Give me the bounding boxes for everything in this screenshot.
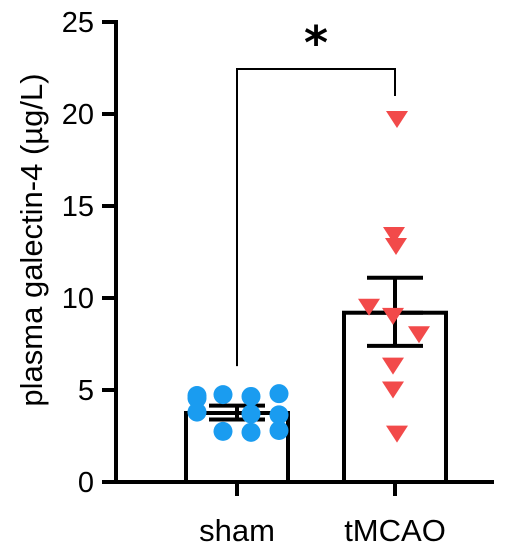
data-point-sham (187, 388, 207, 408)
data-point-tMCAO (408, 326, 430, 344)
annotations: * (236, 16, 396, 367)
y-tick-label: 10 (62, 283, 94, 315)
data-point-tMCAO (358, 298, 380, 316)
significance-bracket (236, 68, 396, 367)
data-point-tMCAO (382, 307, 404, 325)
x-tick-label: tMCAO (344, 513, 446, 548)
y-axis-title: plasma galectin-4 (µg/L) (14, 73, 49, 406)
x-tick-label: sham (199, 513, 275, 548)
axes: 0 5 10 15 20 25 sham tMCAO (62, 7, 494, 548)
significance-label: * (304, 16, 328, 70)
data-point-sham (269, 384, 289, 404)
data-point-sham (213, 421, 233, 441)
data-point-sham (187, 402, 207, 422)
data-point-sham (213, 385, 233, 405)
data-point-tMCAO (386, 111, 408, 129)
bar-sham (184, 411, 290, 484)
data-point-tMCAO (386, 425, 408, 443)
data-points (187, 111, 430, 443)
data-point-sham (269, 405, 289, 425)
data-point-tMCAO (382, 381, 404, 399)
data-point-tMCAO (383, 226, 405, 244)
data-point-tMCAO (385, 237, 407, 255)
data-point-tMCAO (382, 357, 404, 375)
data-point-sham (241, 404, 261, 424)
bars (184, 275, 448, 484)
y-tick-label: 0 (78, 467, 94, 499)
data-point-sham (269, 420, 289, 440)
y-tick-label: 15 (62, 191, 94, 223)
data-point-sham (241, 422, 261, 442)
y-tick-label: 20 (62, 99, 94, 131)
y-tick-label: 5 (78, 375, 94, 407)
data-point-sham (241, 386, 261, 406)
y-tick-label: 25 (62, 7, 94, 39)
